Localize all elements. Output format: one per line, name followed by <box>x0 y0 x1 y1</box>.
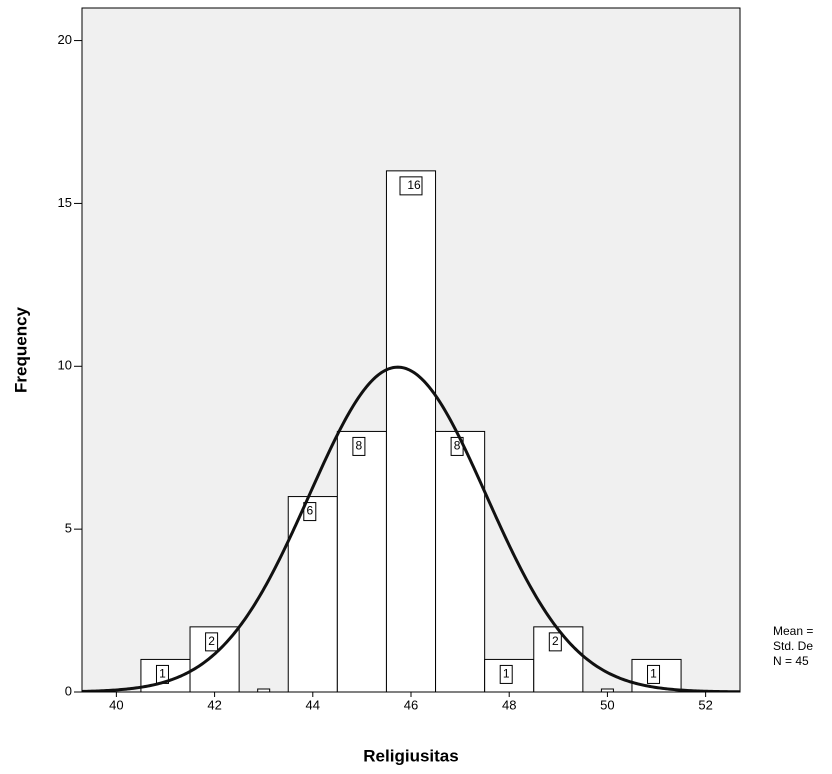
value-label-box <box>303 502 317 522</box>
y-tick-label: 10 <box>58 358 72 373</box>
y-tick-label: 5 <box>65 521 72 536</box>
normal-curve <box>82 365 740 692</box>
y-tick-label: 15 <box>58 195 72 210</box>
value-label-box <box>647 664 661 684</box>
x-tick-label: 46 <box>404 697 418 712</box>
x-tick-label: 44 <box>306 697 320 712</box>
x-tick-label: 42 <box>207 697 221 712</box>
bar <box>336 430 387 693</box>
stats-text: N = 45 <box>773 654 809 668</box>
value-label-box <box>399 176 423 196</box>
value-label-box <box>548 632 562 652</box>
stats-text: Std. De <box>773 639 813 653</box>
plot-frame <box>81 7 741 693</box>
value-label: 8 <box>356 439 363 453</box>
y-tick-label: 20 <box>58 32 72 47</box>
value-label: 1 <box>503 667 510 681</box>
stats-text: Mean = <box>773 624 813 638</box>
bar <box>435 430 486 693</box>
value-label: 6 <box>306 504 313 518</box>
bar <box>385 170 437 693</box>
value-label: 1 <box>159 667 166 681</box>
x-tick-label: 52 <box>698 697 712 712</box>
value-label: 8 <box>454 439 461 453</box>
value-label-box <box>205 632 219 652</box>
value-label: 16 <box>407 178 421 192</box>
x-tick-label: 48 <box>502 697 516 712</box>
value-label-box <box>499 664 513 684</box>
x-axis-title: Religiusitas <box>363 746 458 765</box>
y-axis-title: Frequency <box>11 306 30 393</box>
value-label: 2 <box>208 634 215 648</box>
value-label: 1 <box>650 667 657 681</box>
value-label-box <box>352 436 366 456</box>
x-tick-label: 50 <box>600 697 614 712</box>
value-label: 2 <box>552 634 559 648</box>
y-tick-label: 0 <box>65 683 72 698</box>
x-tick-label: 40 <box>109 697 123 712</box>
